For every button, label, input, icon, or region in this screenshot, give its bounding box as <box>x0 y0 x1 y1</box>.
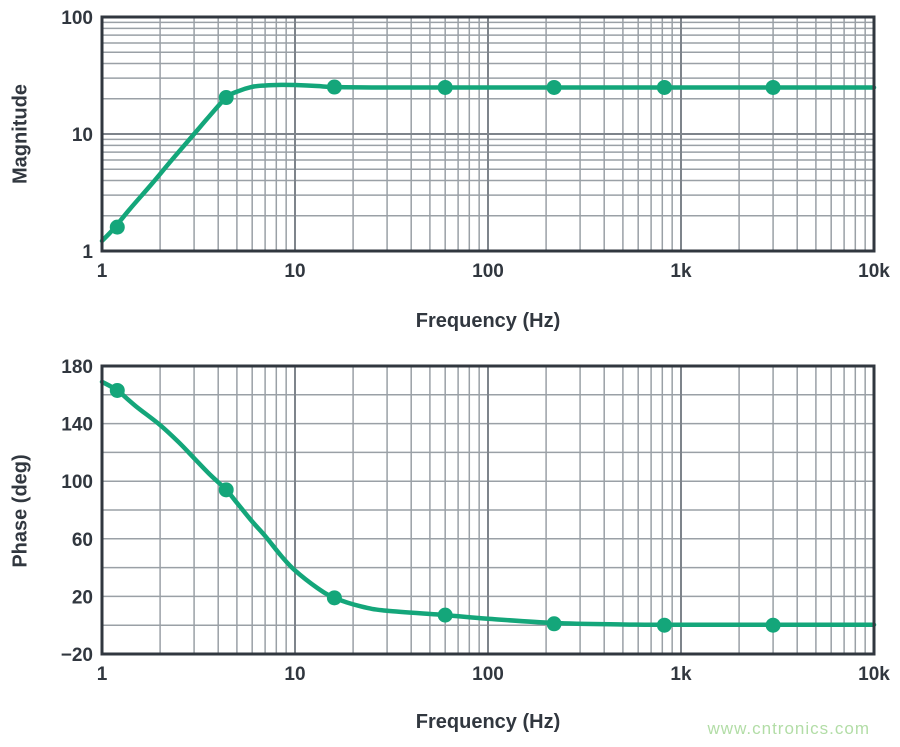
y-tick-label: 60 <box>72 530 93 551</box>
magnitude-data-point-marker <box>546 79 562 95</box>
y-tick-label: 10 <box>72 125 93 146</box>
phase-data-point-marker <box>218 482 234 498</box>
y-tick-label: 100 <box>61 472 93 493</box>
phase-axis-label: Phase (deg) <box>9 454 32 568</box>
frequency-axis-label-bottom: Frequency (Hz) <box>415 711 561 733</box>
x-tick-label: 1k <box>670 261 692 282</box>
x-tick-label: 1 <box>97 261 108 282</box>
magnitude-data-point-marker <box>218 90 234 106</box>
magnitude-data-point-marker <box>765 79 781 95</box>
x-tick-label: 1k <box>670 664 692 685</box>
x-tick-label: 100 <box>472 664 504 685</box>
x-tick-label: 10 <box>284 261 305 282</box>
y-tick-label: 180 <box>61 357 93 378</box>
x-tick-label: 100 <box>472 261 504 282</box>
x-tick-label: 10k <box>858 261 890 282</box>
phase-data-point-marker <box>546 616 562 632</box>
watermark-text: www.cntronics.com <box>707 719 870 738</box>
y-tick-label: 140 <box>61 415 93 436</box>
y-tick-label: 20 <box>72 587 93 608</box>
phase-data-point-marker <box>656 617 672 633</box>
phase-data-point-marker <box>109 382 125 398</box>
x-tick-label: 10 <box>284 664 305 685</box>
phase-data-point-marker <box>437 607 453 623</box>
magnitude-data-point-marker <box>326 79 342 95</box>
phase-data-point-marker <box>326 590 342 606</box>
magnitude-data-point-marker <box>656 79 672 95</box>
magnitude-data-point-marker <box>109 219 125 235</box>
magnitude-curve <box>99 82 877 244</box>
y-tick-label: −20 <box>61 645 93 666</box>
phase-plot-border <box>100 364 876 656</box>
x-tick-label: 1 <box>97 664 108 685</box>
phase-curve <box>99 379 877 628</box>
magnitude-plot-border <box>100 15 876 253</box>
x-tick-label: 10k <box>858 664 890 685</box>
phase-data-point-marker <box>765 617 781 633</box>
y-tick-label: 100 <box>61 8 93 29</box>
y-tick-label: 1 <box>82 242 93 263</box>
magnitude-axis-label: Magnitude <box>9 84 32 184</box>
frequency-axis-label-top: Frequency (Hz) <box>415 310 561 332</box>
magnitude-data-point-marker <box>437 79 453 95</box>
